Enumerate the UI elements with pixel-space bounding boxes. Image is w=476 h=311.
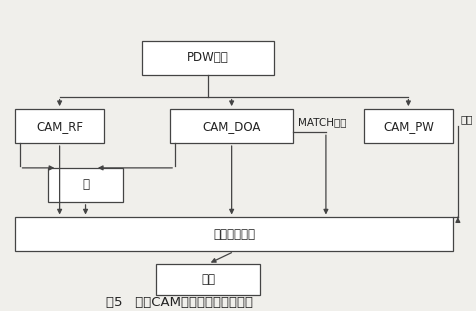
FancyBboxPatch shape [142,41,274,75]
FancyBboxPatch shape [48,168,123,202]
Text: CAM_DOA: CAM_DOA [202,120,261,132]
Text: MATCH标志: MATCH标志 [298,118,346,128]
FancyBboxPatch shape [15,109,104,143]
FancyBboxPatch shape [15,217,453,252]
Text: 雷达编号确定: 雷达编号确定 [213,228,255,241]
FancyBboxPatch shape [170,109,293,143]
Text: 地址: 地址 [460,114,473,124]
FancyBboxPatch shape [156,264,260,295]
Text: 图5   基于CAM的关联比较器原理图: 图5 基于CAM的关联比较器原理图 [106,296,253,309]
Text: 结果: 结果 [201,273,215,286]
FancyBboxPatch shape [364,109,453,143]
Text: 匀: 匀 [82,179,89,191]
Text: CAM_RF: CAM_RF [36,120,83,132]
Text: PDW输入: PDW输入 [187,52,229,64]
Text: CAM_PW: CAM_PW [383,120,434,132]
